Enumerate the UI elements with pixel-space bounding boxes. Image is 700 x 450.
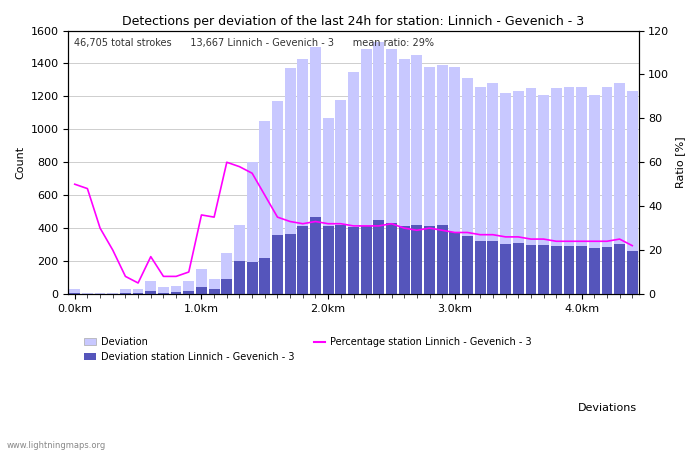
Bar xyxy=(221,253,232,294)
Bar xyxy=(449,232,461,294)
Bar xyxy=(310,47,321,294)
Bar xyxy=(246,162,258,294)
Bar xyxy=(120,293,131,294)
Bar xyxy=(234,261,245,294)
Bar xyxy=(601,86,612,294)
Bar xyxy=(285,234,295,294)
Bar xyxy=(551,88,561,294)
Bar xyxy=(133,289,144,294)
Bar xyxy=(399,58,409,294)
Bar xyxy=(234,225,245,294)
Bar xyxy=(412,225,422,294)
Bar xyxy=(399,225,409,294)
Bar xyxy=(272,101,283,294)
Bar xyxy=(564,246,574,294)
Bar xyxy=(601,247,612,294)
Bar xyxy=(424,67,435,294)
Bar xyxy=(260,121,270,294)
Bar xyxy=(323,118,333,294)
Bar xyxy=(487,241,498,294)
Bar xyxy=(146,281,156,294)
Bar xyxy=(82,293,93,294)
Bar xyxy=(374,220,384,294)
Bar xyxy=(360,49,372,294)
Bar xyxy=(69,293,80,294)
Bar xyxy=(614,244,625,294)
Legend: Deviation, Deviation station Linnich - Gevenich - 3, Percentage station Linnich : Deviation, Deviation station Linnich - G… xyxy=(80,333,536,366)
Y-axis label: Count: Count xyxy=(15,146,25,179)
Bar xyxy=(310,216,321,294)
Bar xyxy=(374,42,384,294)
Bar xyxy=(513,91,524,294)
Bar xyxy=(538,95,549,294)
Bar xyxy=(133,293,144,294)
Bar xyxy=(500,244,511,294)
Bar xyxy=(221,279,232,294)
Bar xyxy=(576,86,587,294)
Bar xyxy=(437,65,447,294)
Bar xyxy=(462,236,473,294)
Bar xyxy=(513,243,524,294)
Bar xyxy=(551,246,561,294)
Bar xyxy=(475,86,486,294)
Bar xyxy=(298,225,308,294)
Bar xyxy=(285,68,295,294)
Bar xyxy=(120,289,131,294)
Bar xyxy=(335,100,346,294)
Bar xyxy=(260,258,270,294)
Bar xyxy=(183,292,194,294)
Bar xyxy=(323,225,333,294)
Bar xyxy=(335,225,346,294)
Bar xyxy=(348,72,359,294)
Bar xyxy=(146,292,156,294)
Bar xyxy=(424,226,435,294)
Bar xyxy=(209,289,220,294)
Bar xyxy=(538,245,549,294)
Text: 46,705 total strokes      13,667 Linnich - Gevenich - 3      mean ratio: 29%: 46,705 total strokes 13,667 Linnich - Ge… xyxy=(74,38,434,49)
Bar xyxy=(171,286,181,294)
Bar xyxy=(196,288,206,294)
Text: www.lightningmaps.org: www.lightningmaps.org xyxy=(7,441,106,450)
Bar xyxy=(589,248,600,294)
Bar xyxy=(158,292,169,294)
Bar xyxy=(627,251,638,294)
Bar xyxy=(386,49,397,294)
Bar xyxy=(298,58,308,294)
Bar xyxy=(564,86,574,294)
Bar xyxy=(614,83,625,294)
Bar xyxy=(475,241,486,294)
Bar xyxy=(69,289,80,294)
Bar xyxy=(589,95,600,294)
Title: Detections per deviation of the last 24h for station: Linnich - Gevenich - 3: Detections per deviation of the last 24h… xyxy=(122,15,584,28)
Bar xyxy=(94,293,106,294)
Bar xyxy=(526,88,536,294)
Bar xyxy=(272,235,283,294)
Bar xyxy=(171,292,181,294)
Bar xyxy=(526,244,536,294)
Bar xyxy=(627,91,638,294)
Bar xyxy=(576,246,587,294)
Bar xyxy=(246,262,258,294)
Bar xyxy=(462,78,473,294)
Bar xyxy=(196,269,206,294)
Bar xyxy=(158,288,169,294)
Bar xyxy=(348,227,359,294)
Bar xyxy=(386,223,397,294)
Bar xyxy=(209,279,220,294)
Bar xyxy=(487,83,498,294)
Bar xyxy=(437,225,447,294)
Text: Deviations: Deviations xyxy=(578,403,637,413)
Bar xyxy=(360,225,372,294)
Bar xyxy=(412,55,422,294)
Bar xyxy=(183,281,194,294)
Y-axis label: Ratio [%]: Ratio [%] xyxy=(675,136,685,188)
Bar xyxy=(449,67,461,294)
Bar xyxy=(500,93,511,294)
Bar xyxy=(107,293,118,294)
